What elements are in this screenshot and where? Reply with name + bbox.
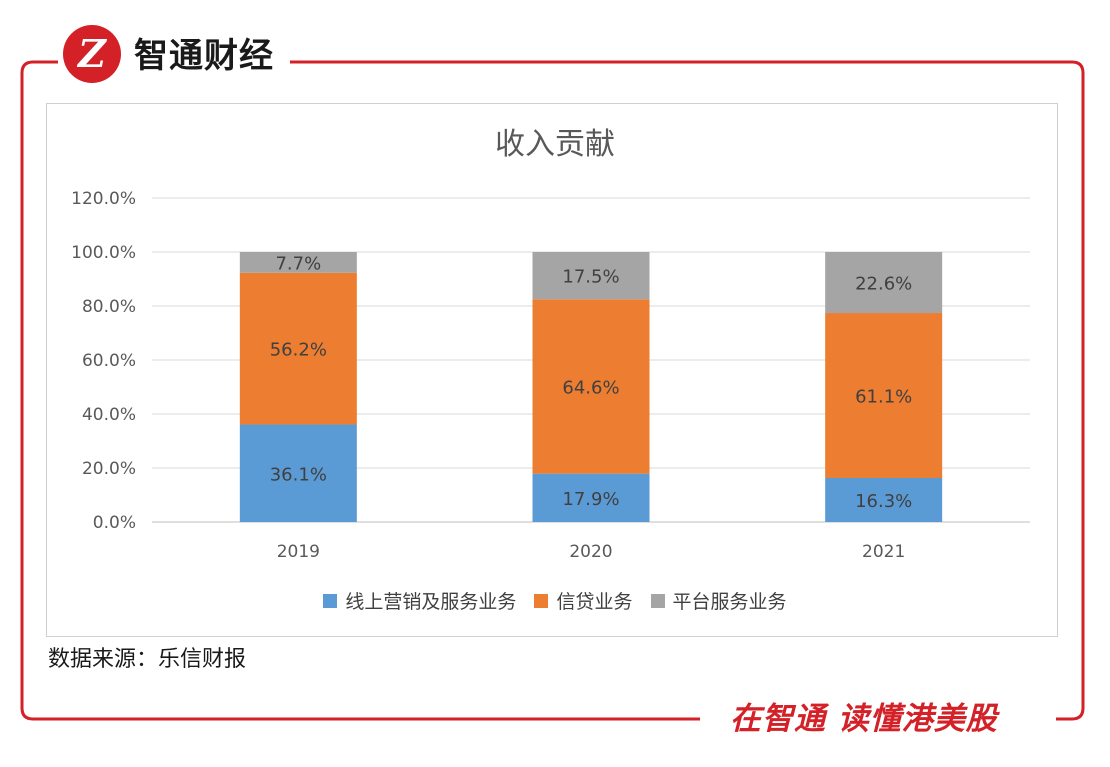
legend-swatch	[323, 593, 338, 608]
bar-segment	[825, 477, 943, 522]
chart-title: 收入贡献	[495, 127, 615, 162]
data-label: 22.6%	[855, 274, 912, 295]
y-tick-label: 120.0%	[71, 189, 136, 209]
data-label: 56.2%	[270, 340, 327, 361]
legend-label: 平台服务业务	[672, 591, 787, 613]
legend-swatch	[650, 593, 665, 608]
stacked-bar-chart: 收入贡献 0.0% 20.0% 40.0% 60.0% 80.0% 100.0% 120.0…	[71, 127, 1030, 562]
data-label: 64.6%	[562, 377, 619, 398]
bar-segment	[532, 299, 650, 474]
y-tick-label: 100.0%	[71, 243, 136, 263]
data-label: 16.3%	[855, 491, 912, 512]
data-label: 61.1%	[855, 387, 912, 408]
legend-label: 线上营销及服务业务	[345, 591, 517, 613]
svg-text:Z: Z	[76, 31, 107, 76]
y-tick-label: 40.0%	[82, 405, 136, 425]
legend-label: 信贷业务	[556, 591, 633, 613]
legend-item-credit: 信贷业务	[534, 587, 633, 614]
x-tick-label: 2021	[862, 542, 905, 562]
legend-item-platform: 平台服务业务	[650, 587, 787, 614]
legend-swatch	[534, 593, 549, 608]
logo-icon: Z	[63, 25, 121, 83]
bar-segment	[239, 272, 357, 425]
data-label: 36.1%	[270, 464, 327, 485]
x-tick-label: 2019	[277, 542, 320, 562]
data-label: 17.5%	[562, 267, 619, 288]
y-tick-label: 80.0%	[82, 297, 136, 317]
bar-segment	[532, 473, 650, 522]
bar-segment	[825, 313, 943, 478]
bar-segment	[825, 252, 943, 314]
y-tick-label: 20.0%	[82, 459, 136, 479]
legend: 线上营销及服务业务 信贷业务 平台服务业务	[0, 587, 1110, 614]
slogan: 在智通 读懂港美股	[722, 696, 1006, 742]
brand-name: 智通财经	[134, 30, 284, 82]
data-label: 17.9%	[562, 489, 619, 510]
legend-item-online-marketing: 线上营销及服务业务	[323, 587, 516, 614]
y-tick-label: 0.0%	[93, 513, 136, 533]
data-source: 数据来源：乐信财报	[48, 647, 247, 672]
bar-segment	[239, 424, 357, 522]
data-label: 7.7%	[275, 253, 321, 274]
x-tick-label: 2020	[569, 542, 612, 562]
bar-segment	[532, 252, 650, 300]
bar-segment	[239, 252, 357, 273]
y-tick-label: 60.0%	[82, 351, 136, 371]
